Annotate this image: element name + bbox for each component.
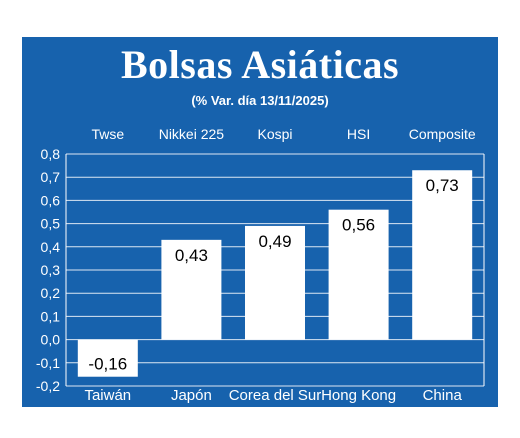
y-tick-label: 0,6	[41, 192, 61, 208]
bar-value-label: 0,49	[258, 232, 291, 251]
y-tick-label: 0,0	[41, 332, 61, 348]
x-category-label: Taiwán	[84, 387, 131, 404]
y-tick-label: 0,1	[41, 308, 61, 324]
bar-value-label: 0,56	[342, 216, 375, 235]
bar	[328, 209, 389, 340]
index-name-label: HSI	[347, 126, 370, 142]
y-tick-label: 0,3	[41, 262, 61, 278]
y-tick-label: 0,8	[41, 146, 61, 162]
y-tick-label: 0,5	[41, 216, 61, 232]
x-category-label: Japón	[171, 387, 212, 404]
y-tick-label: 0,2	[41, 285, 61, 301]
bar	[412, 170, 473, 340]
index-name-label: Composite	[409, 126, 476, 142]
index-name-label: Twse	[91, 126, 124, 142]
y-tick-label: -0,2	[36, 378, 60, 394]
chart-title: Bolsas Asiáticas	[120, 42, 400, 87]
bar-value-label: -0,16	[88, 355, 127, 374]
y-tick-label: -0,1	[36, 355, 60, 371]
chart-subtitle: (% Var. día 13/11/2025)	[191, 93, 329, 108]
bar-chart: -0,2 -0,1 0,0 0,1 0,2 0,3 0,4 0,5 0,6 0,7 0,8 -0,16…	[36, 126, 485, 404]
index-name-label: Nikkei 225	[159, 126, 225, 142]
y-tick-label: 0,4	[41, 239, 61, 255]
x-category-label: China	[423, 387, 463, 404]
bar	[161, 239, 222, 340]
index-name-label: Kospi	[257, 126, 292, 142]
chart-panel: Bolsas Asiáticas (% Var. día 13/11/2025)…	[22, 37, 498, 407]
bar-value-label: 0,43	[175, 246, 208, 265]
x-category-label: Corea del Sur	[229, 387, 322, 404]
bar-value-label: 0,73	[426, 176, 459, 195]
bar	[77, 339, 138, 377]
y-tick-label: 0,7	[41, 169, 61, 185]
bar	[245, 225, 305, 340]
x-category-label: Hong Kong	[321, 387, 396, 404]
